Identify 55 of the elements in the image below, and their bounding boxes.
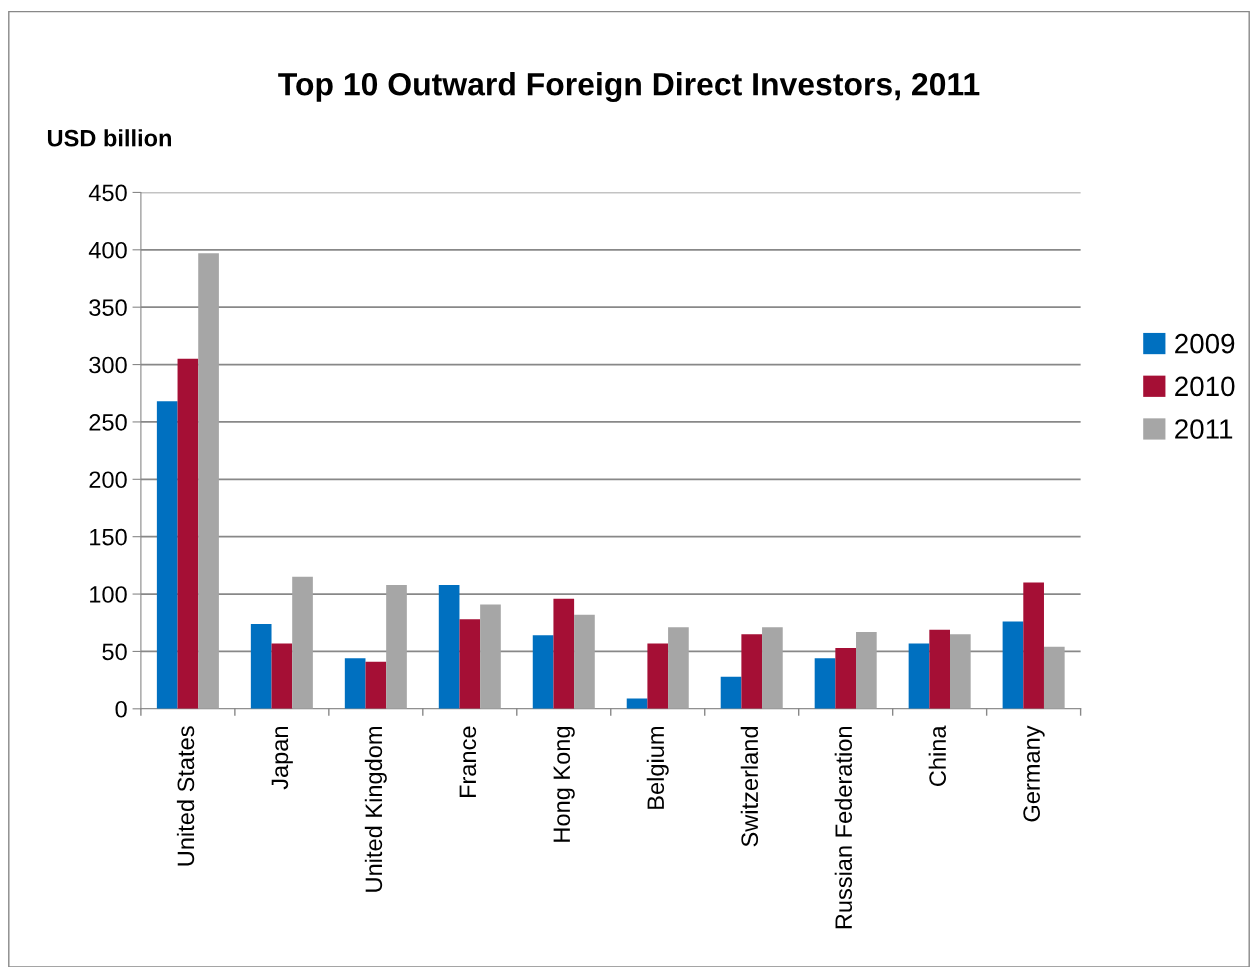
x-tick-label: Japan [271, 727, 293, 790]
bar [908, 643, 930, 709]
x-tick-label: France [459, 726, 477, 798]
bar [720, 676, 742, 709]
bar [741, 634, 763, 709]
x-tick-label: China [928, 725, 946, 786]
bar [574, 614, 595, 709]
bar [814, 658, 836, 709]
y-tick-label: 400 [88, 241, 127, 259]
bar [1023, 582, 1044, 709]
x-tick-label: Hong Kong [553, 726, 575, 842]
bar [532, 635, 554, 709]
y-tick-label: 250 [89, 414, 127, 431]
bar [198, 253, 219, 709]
bar [553, 598, 575, 709]
bar [626, 698, 648, 709]
y-axis-title: USD billion [47, 129, 171, 147]
y-tick-label: 0 [115, 700, 127, 718]
bar [929, 629, 950, 709]
bar [177, 358, 199, 709]
bar [1043, 646, 1065, 709]
y-tick-label: 450 [88, 184, 127, 202]
bar [835, 647, 857, 709]
bar [647, 643, 669, 709]
bar [668, 627, 689, 709]
bar [762, 627, 783, 709]
y-tick-label: 50 [102, 643, 127, 661]
bar [250, 623, 272, 709]
bar [156, 401, 178, 709]
y-tick-label: 150 [90, 528, 127, 546]
x-tick-label: Germany [1023, 725, 1045, 822]
bar [856, 631, 877, 709]
bar [386, 584, 407, 709]
x-tick-label: Belgium [646, 727, 669, 809]
y-tick-label: 200 [89, 471, 127, 489]
legend-label: 2011 [1175, 419, 1233, 439]
x-tick-label: Switzerland [740, 726, 759, 847]
chart-title: Top 10 Outward Foreign Direct Investors, 2011 [278, 72, 980, 102]
bar [292, 576, 313, 709]
bar [271, 643, 293, 709]
bar [344, 658, 366, 709]
y-tick-label: 350 [89, 299, 127, 316]
bar [1002, 621, 1024, 709]
y-tick-label: 300 [89, 356, 127, 374]
bar [480, 604, 501, 709]
legend-label: 2009 [1175, 333, 1235, 354]
bar [950, 634, 971, 709]
bar [438, 584, 460, 709]
bar [459, 619, 481, 709]
y-tick-label: 100 [90, 586, 127, 603]
x-tick-label: Russian Federation [834, 727, 853, 929]
legend-label: 2010 [1175, 376, 1235, 397]
bar [365, 661, 387, 709]
x-tick-label: United States [176, 726, 195, 866]
x-tick-label: United Kingdom [364, 727, 387, 892]
